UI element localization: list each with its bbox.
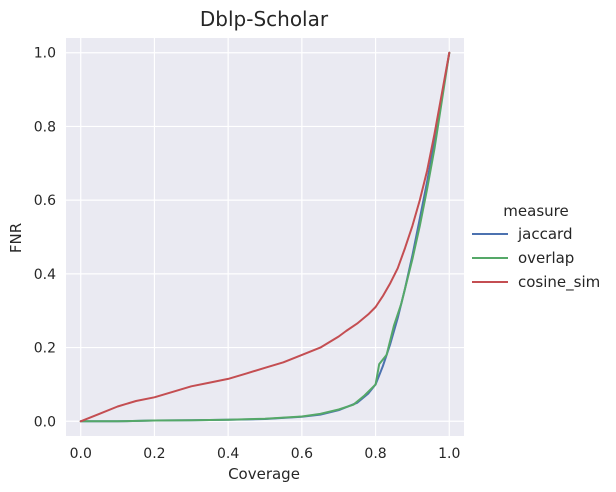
- x-axis-title: Coverage: [228, 465, 300, 483]
- series-line-cosine_sim: [79, 51, 451, 423]
- legend-title: measure: [503, 202, 568, 220]
- x-tick-label: 0.4: [217, 446, 239, 462]
- legend-items: jaccard overlap cosine_sim: [472, 225, 600, 292]
- y-axis: 0.0 0.2 0.4 0.6 0.8 1.0: [34, 46, 56, 431]
- plot-area: [66, 38, 464, 436]
- x-tick-label: 1.0: [438, 446, 460, 462]
- legend-label: overlap: [518, 249, 574, 267]
- legend-item: overlap: [472, 249, 574, 267]
- x-tick-label: 0.2: [143, 446, 165, 462]
- x-grid: [80, 38, 450, 436]
- y-tick-label: 1.0: [34, 46, 56, 62]
- legend-item: cosine_sim: [472, 273, 600, 292]
- chart-title: Dblp-Scholar: [200, 7, 329, 31]
- y-tick-label: 0.4: [34, 267, 56, 283]
- y-axis-title: FNR: [7, 223, 25, 253]
- legend-item: jaccard: [472, 225, 572, 243]
- x-tick-label: 0.8: [364, 446, 386, 462]
- x-axis: 0.0 0.2 0.4 0.6 0.8 1.0: [70, 446, 461, 462]
- x-tick-label: 0.0: [70, 446, 92, 462]
- series-line-overlap: [79, 51, 451, 423]
- legend-label: cosine_sim: [518, 273, 600, 292]
- series-lines: [79, 51, 451, 423]
- legend-label: jaccard: [517, 225, 572, 243]
- y-tick-label: 0.2: [34, 341, 56, 357]
- y-tick-label: 0.0: [34, 414, 56, 430]
- y-tick-label: 0.6: [34, 193, 56, 209]
- legend: measure jaccard overlap cosine_sim: [472, 202, 600, 292]
- y-tick-label: 0.8: [34, 119, 56, 135]
- x-tick-label: 0.6: [291, 446, 313, 462]
